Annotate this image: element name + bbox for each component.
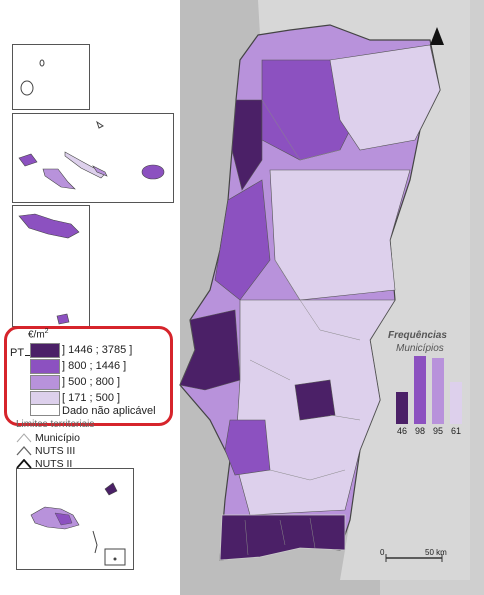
frequencies-subtitle: Municípios — [396, 343, 444, 354]
legend-class-5: Dado não aplicável — [62, 405, 156, 417]
scale-end-label: 50 km — [425, 548, 447, 557]
inset-azores-central — [12, 113, 174, 203]
legend-class-4: [ 171 ; 500 ] — [62, 392, 121, 404]
legend-unit: €/m2 — [28, 328, 49, 341]
municipality-lines — [244, 99, 361, 556]
region-alentejo-coast — [224, 419, 271, 476]
frequency-value: 61 — [450, 426, 461, 436]
frequency-bar — [396, 392, 408, 424]
north-arrow-icon — [430, 27, 444, 45]
region-centre-interior — [269, 169, 411, 301]
frequency-bar — [414, 356, 426, 424]
municipio-line-icon — [16, 433, 32, 443]
legend-class-2: ] 800 ; 1446 ] — [62, 360, 127, 372]
legend-pt-label: PT — [10, 347, 25, 359]
region-centre-coast — [214, 179, 271, 301]
legend-swatch-3 — [30, 375, 60, 390]
legend-swatch-2 — [30, 359, 60, 374]
legend-swatch-5 — [30, 404, 60, 416]
frequency-value: 95 — [432, 426, 443, 436]
inset-azores-east — [12, 205, 90, 327]
legend-pt-marker — [25, 355, 33, 356]
region-porto — [231, 99, 263, 191]
limits-title: Limites territoriais — [16, 419, 95, 430]
frequency-value: 98 — [414, 426, 425, 436]
frequency-bar — [432, 358, 444, 424]
frequency-bar — [450, 381, 462, 424]
legend-swatch-1 — [30, 343, 60, 358]
nuts3-line-icon — [16, 446, 32, 456]
scale-bar — [385, 554, 443, 562]
scale-zero-label: 0 — [380, 548, 385, 557]
inset-madeira — [16, 468, 134, 570]
nuts2-line-icon — [16, 458, 32, 469]
limit-municipio: Município — [16, 432, 80, 444]
limit-nuts2: NUTS II — [16, 458, 72, 470]
region-lisbon — [179, 309, 241, 391]
region-algarve — [219, 514, 346, 561]
legend-class-3: ] 500 ; 800 ] — [62, 376, 121, 388]
region-evora — [294, 379, 336, 421]
inset-corvo-flores — [12, 44, 90, 110]
legend-class-1: ] 1446 ; 3785 ] — [62, 344, 133, 356]
region-northeast — [329, 44, 441, 151]
frequencies-title: Frequências — [388, 330, 447, 341]
frequency-value: 46 — [396, 426, 407, 436]
limit-nuts3: NUTS III — [16, 445, 75, 457]
